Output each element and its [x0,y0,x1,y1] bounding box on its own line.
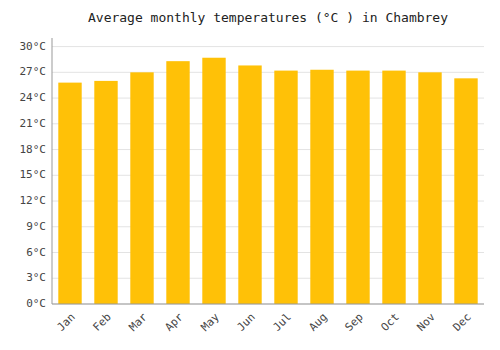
x-tick-label: Nov [415,310,439,334]
bar [94,81,117,304]
x-tick-label: Jul [271,311,294,334]
grid-line [52,46,484,47]
chart-holder: 0°C 3°C 6°C 9°C 12°C 15°C 18°C 21°C 24°C 27°C 30°C… [0,0,500,350]
y-axis-line [52,38,53,304]
y-tick-label: 30°C [20,40,47,53]
bar [310,70,333,304]
bar [346,71,369,304]
y-tick-label: 24°C [20,91,47,104]
title: Average monthly temperatures (°C ) in Ch… [88,10,448,25]
x-tick-label: Jan [55,311,78,334]
x-tick-label: Aug [307,311,330,334]
chart: 0°C 3°C 6°C 9°C 12°C 15°C 18°C 21°C 24°C 27°C 30°C… [0,0,500,350]
y-tick-label: 3°C [26,271,46,284]
x-tick-label: Mar [127,310,151,334]
y-tick-label: 21°C [20,117,47,130]
bar [130,72,153,304]
bar [274,71,297,304]
bar [418,72,441,304]
y-tick-label: 6°C [26,246,46,259]
y-ticks: 0°C 3°C 6°C 9°C 12°C 15°C 18°C 21°C 24°C 27°C 30°C [20,40,47,310]
x-tick-label: Feb [91,311,114,334]
x-tick-label: May [199,310,223,334]
bars [58,58,477,304]
bar [238,65,261,304]
bar [166,61,189,304]
x-axis-line [52,304,484,305]
x-tick-label: Jun [235,311,258,334]
x-tick-label: Apr [163,310,187,334]
x-ticks: Jan Feb Mar Apr May Jun Jul Aug Sep Oct Nov Dec [55,310,474,334]
y-tick-label: 27°C [20,65,47,78]
grid [52,47,484,304]
bar [58,83,81,304]
y-tick-label: 9°C [26,220,46,233]
y-tick-label: 12°C [20,194,47,207]
x-tick-label: Oct [379,311,402,334]
y-tick-label: 0°C [26,297,46,310]
x-tick-label: Sep [343,311,366,334]
bar [382,71,405,304]
bar [202,58,225,304]
x-tick-label: Dec [451,311,474,334]
grid-line [52,304,484,305]
y-tick-label: 15°C [20,168,47,181]
bar [454,78,477,304]
y-tick-label: 18°C [20,143,47,156]
